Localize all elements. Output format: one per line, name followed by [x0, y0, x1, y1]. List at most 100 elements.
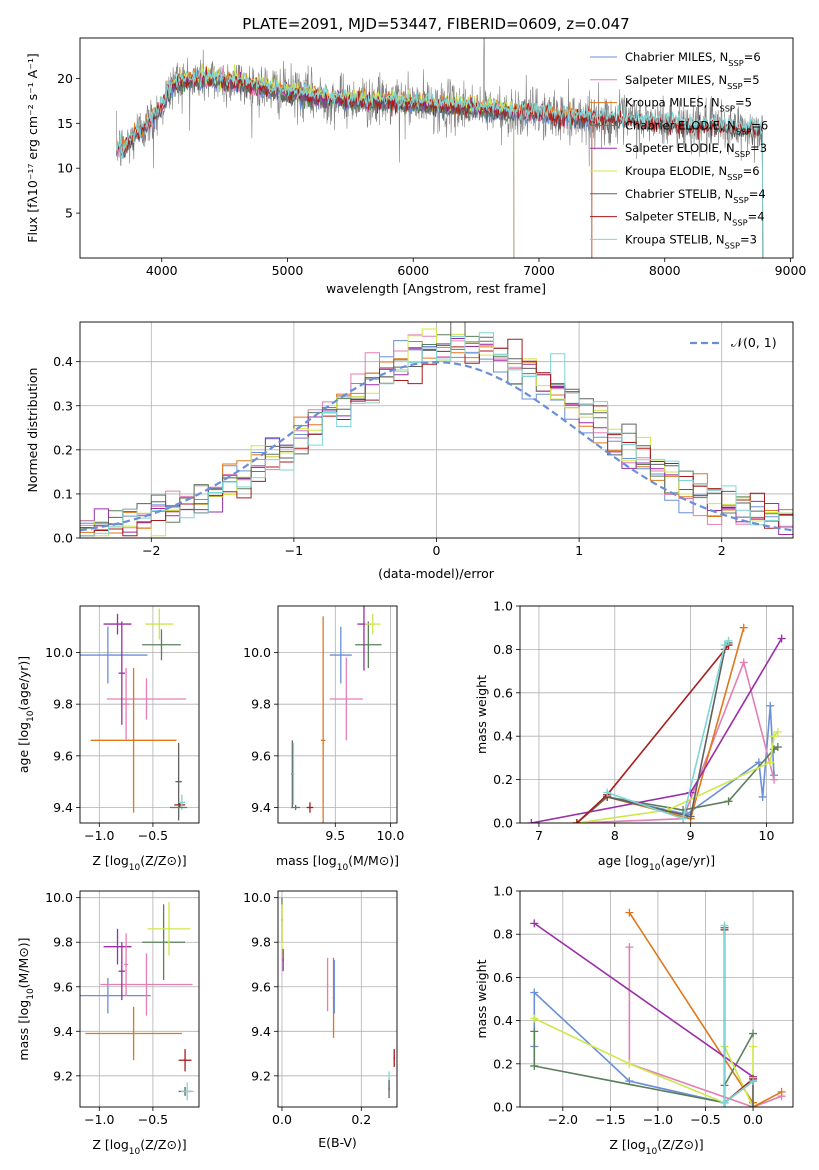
normal-legend-label: 𝒩(0, 1)	[731, 335, 777, 350]
age_vs_z-ticks: −1.0 −0.5 9.4 9.6 9.8 10.0	[45, 645, 168, 843]
legend-label-main: Salpeter STELIB, N	[625, 210, 732, 224]
age_vs_z-ylabel-sub: 10	[26, 710, 36, 722]
age_vs_mass-xlabel-sub: 10	[337, 863, 349, 873]
weight_vs_z-xlabel: Z [log10(Z/Z⊙)]	[609, 1137, 703, 1157]
weight_vs_age-ticks: 7 8 9 10 0.0 0.2 0.4 0.6 0.8 1.0	[493, 599, 774, 844]
legend-label: Kroupa MILES, NSSP=5	[625, 96, 752, 114]
spectrum-xlabel: wavelength [Angstrom, rest frame]	[326, 281, 546, 296]
mass_vs_z-xlabel-sub: 10	[129, 1147, 141, 1157]
normal-curve	[80, 360, 793, 532]
spectrum-ticks: 4000 5000 6000 7000 8000 9000 5 10 15 20	[57, 71, 806, 278]
age_vs_mass-xlabel-main: mass [log	[276, 853, 337, 868]
weight_vs_age-grid	[520, 605, 793, 824]
age_vs_z-frame	[79, 605, 200, 824]
weight_vs_z-ytick-label: 0.8	[493, 927, 513, 942]
weight_vs_z-ytick-label: 0.2	[493, 1056, 513, 1071]
residuals-ytick-label: 0.4	[53, 354, 73, 369]
weight_vs_age-series-marker	[679, 814, 688, 823]
age_vs_z-ylabel-main: age [log	[16, 722, 31, 773]
weight_vs_age-series-marker	[720, 641, 729, 650]
mass_vs_ebv-xtick-label: 0.2	[351, 1112, 371, 1127]
mass_vs_z-xlabel-main: Z [log	[92, 1137, 128, 1152]
legend-label-tail: =3	[740, 232, 757, 246]
age_vs_z-ylabel: age [log10(age/yr)]	[16, 656, 36, 773]
mass_vs_z-grid	[80, 891, 199, 1107]
mass_vs_ebv-ytick-label: 9.8	[251, 935, 271, 950]
residuals-ylabel: Normed distribution	[25, 368, 40, 493]
spectrum-ytick-label: 20	[57, 71, 73, 86]
figure-title: PLATE=2091, MJD=53447, FIBERID=0609, z=0…	[242, 15, 629, 33]
mass_vs_ebv-ytick-label: 9.2	[251, 1068, 271, 1083]
weight_vs_age-series-marker	[527, 819, 536, 823]
legend-label: Chabrier ELODIE, NSSP=6	[625, 118, 768, 136]
weight_vs_age-series-marker	[572, 819, 581, 823]
mass_vs_ebv-xtick-label: 0.0	[272, 1112, 292, 1127]
weight_vs_z-series-marker	[530, 1014, 539, 1023]
weight_vs_z-series-marker	[530, 988, 539, 997]
legend-label-sub: SSP	[735, 149, 750, 159]
age_vs_z-xlabel: Z [log10(Z/Z⊙)]	[92, 853, 186, 873]
age_vs_mass-xtick-label: 9.5	[325, 828, 345, 843]
legend-label-sub: SSP	[728, 58, 743, 68]
weight_vs_z-series-marker	[530, 1027, 539, 1036]
legend-label-sub: SSP	[727, 81, 742, 91]
spectrum-ytick-label: 5	[65, 206, 73, 221]
legend-label-tail: =4	[749, 187, 766, 201]
legend-label-main: Salpeter ELODIE, N	[625, 141, 735, 155]
legend-label-sub: SSP	[725, 240, 740, 250]
weight_vs_z-series-marker	[530, 919, 539, 928]
weight_vs_age-xlabel-tail: (age/yr)]	[660, 853, 715, 868]
mass_vs_z-ytick-label: 9.6	[53, 979, 73, 994]
mass_vs_ebv-grid	[278, 891, 397, 1107]
weight_vs_age-series-marker	[770, 732, 779, 741]
legend-label: Salpeter STELIB, NSSP=4	[625, 210, 765, 228]
mass_vs_ebv-panel: 0.0 0.2 9.2 9.4 9.6 9.8 10.0 E(B-V)	[243, 890, 398, 1150]
residuals-ticks: −2 −1 0 1 2 0.0 0.1 0.2 0.3 0.4	[53, 354, 726, 558]
legend-label-tail: =3	[750, 141, 767, 155]
residuals-ytick-label: 0.3	[53, 398, 73, 413]
spectrum-model-line	[116, 67, 764, 258]
residuals-ytick-label: 0.2	[53, 442, 73, 457]
residuals-xtick-label: 0	[433, 543, 441, 558]
weight_vs_age-series-line	[576, 644, 730, 823]
weight_vs_age-series-line	[576, 659, 775, 823]
weight_vs_z-ytick-label: 0.0	[493, 1100, 513, 1115]
spectrum-ytick-label: 15	[57, 116, 73, 131]
weight_vs_z-series-line	[533, 1017, 754, 1107]
legend-label-tail: =6	[743, 164, 760, 178]
weight_vs_age-series-marker	[686, 812, 695, 821]
legend-label-main: Salpeter MILES, N	[625, 73, 727, 87]
legend-label-main: Kroupa STELIB, N	[625, 232, 725, 246]
legend-label: Salpeter MILES, NSSP=5	[625, 73, 760, 91]
age_vs_z-ytick-label: 9.8	[53, 697, 73, 712]
mass_vs_z-xlabel-tail: (Z/Z⊙)]	[140, 1137, 186, 1152]
weight_vs_age-series-marker	[773, 727, 782, 736]
weight_vs_age-series-marker	[603, 788, 612, 797]
weight_vs_z-series-line	[533, 1031, 754, 1104]
weight_vs_age-xtick-label: 9	[687, 828, 695, 843]
spectrum-ytick-label: 10	[57, 161, 73, 176]
weight_vs_age-series-marker	[724, 797, 733, 806]
legend-label-tail: =6	[751, 118, 768, 132]
weight_vs_age-ylabel: mass weight	[474, 675, 489, 754]
age_vs_z-grid	[80, 606, 199, 823]
weight_vs_z-series-marker	[530, 1061, 539, 1070]
legend-label-main: Kroupa MILES, N	[625, 96, 720, 110]
legend-label-tail: =6	[744, 50, 761, 64]
weight_vs_age-xtick-label: 7	[535, 828, 543, 843]
mass_vs_z-ylabel-main: mass [log	[16, 1000, 31, 1061]
weight_vs_age-ytick-label: 0.8	[493, 642, 513, 657]
weight_vs_z-series-marker	[625, 1059, 634, 1068]
weight_vs_z-frame	[519, 890, 794, 1108]
residuals-panel: −2 −1 0 1 2 0.0 0.1 0.2 0.3 0.4 𝒩(0, 1) (data-model…	[25, 321, 794, 581]
weight_vs_z-xtick-label: −1.5	[595, 1112, 625, 1127]
legend-label-sub: SSP	[720, 104, 735, 114]
weight_vs_z-ytick-label: 1.0	[493, 884, 513, 899]
mass_vs_z-xlabel: Z [log10(Z/Z⊙)]	[92, 1137, 186, 1157]
age_vs_z-ylabel-tail: (age/yr)]	[16, 656, 31, 711]
mass_vs_z-ytick-label: 10.0	[45, 890, 73, 905]
mass_vs_z-xtick-label: −1.0	[84, 1112, 114, 1127]
residual-histogram	[80, 332, 793, 537]
